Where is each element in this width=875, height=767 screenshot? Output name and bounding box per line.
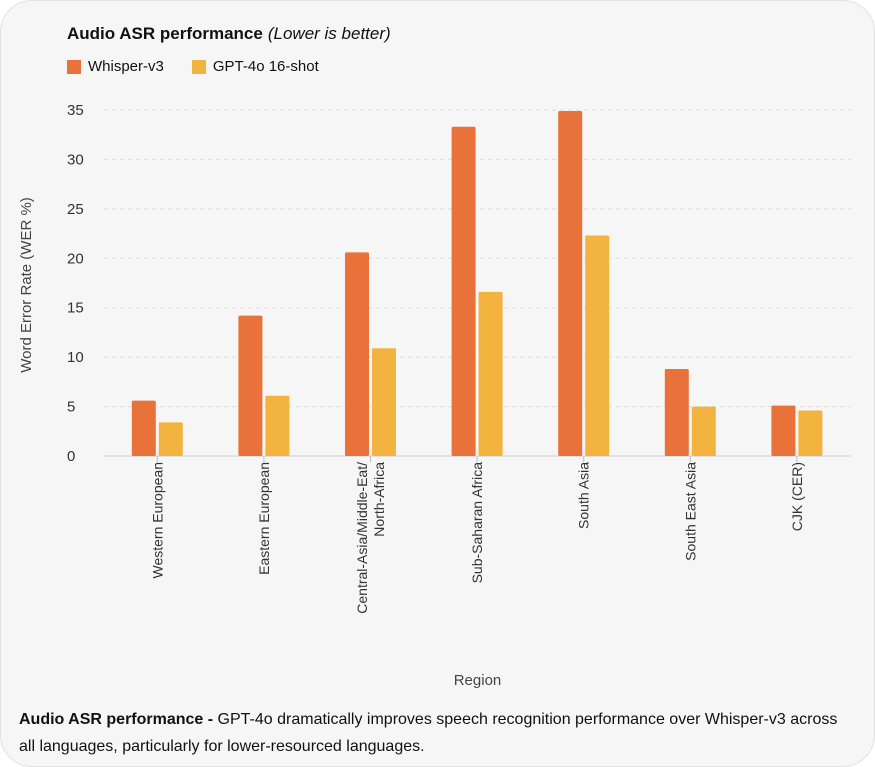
x-category-label: CJK (CER)	[789, 462, 805, 531]
y-tick-label: 30	[67, 151, 84, 168]
y-tick-label: 20	[67, 250, 84, 267]
y-axis-title: Word Error Rate (WER %)	[18, 197, 35, 373]
bar-whisper	[558, 110, 583, 456]
x-category-label: Eastern European	[256, 462, 272, 575]
bar-whisper	[664, 369, 689, 456]
legend-item-whisper: Whisper-v3	[67, 58, 164, 75]
y-tick-label: 25	[67, 201, 84, 218]
x-category-label: Sub-Saharan Africa	[469, 462, 485, 584]
bar-gpt4o	[585, 235, 610, 456]
chart-subtitle: (Lower is better)	[267, 24, 391, 43]
legend-swatch-whisper	[67, 59, 81, 74]
y-tick-label: 35	[67, 102, 84, 119]
bar-gpt4o	[798, 410, 823, 456]
chart-title: Audio ASR performance (Lower is better)	[67, 24, 391, 44]
legend-item-gpt4o: GPT-4o 16-shot	[191, 58, 319, 75]
x-category-label: North-Africa	[371, 462, 387, 537]
bar-gpt4o	[372, 348, 396, 456]
bar-whisper	[238, 315, 263, 456]
y-tick-label: 15	[67, 300, 84, 317]
y-tick-label: 0	[67, 448, 75, 465]
bar-whisper	[345, 252, 369, 456]
bar-gpt4o	[265, 395, 290, 456]
legend-swatch-gpt4o	[191, 59, 206, 74]
legend-label-whisper: Whisper-v3	[88, 58, 164, 75]
legend: Whisper-v3 GPT-4o 16-shot	[67, 58, 347, 75]
bar-gpt4o	[158, 422, 183, 456]
x-category-label: Central-Asia/Middle-Eat/	[354, 462, 370, 614]
caption-bold: Audio ASR performance -	[19, 711, 214, 728]
y-tick-label: 10	[67, 349, 84, 366]
x-axis-title: Region	[454, 672, 502, 689]
figure-caption: Audio ASR performance - GPT-4o dramatica…	[19, 706, 839, 760]
bar-whisper	[771, 405, 796, 456]
bar-gpt4o	[478, 291, 503, 456]
x-category-label: South East Asia	[682, 462, 698, 561]
caption-text: GPT-4o dramatically improves speech reco…	[19, 711, 838, 755]
x-category-label: Western European	[149, 462, 165, 578]
bar-chart: 0 5 10 15 20 25 30 35 Western European Eastern Eu…	[18, 102, 851, 689]
y-tick-label: 5	[67, 399, 75, 416]
bar-whisper	[451, 126, 476, 456]
bar-gpt4o	[691, 406, 716, 456]
chart-title-main: Audio ASR performance	[67, 24, 263, 43]
bar-whisper	[131, 400, 156, 456]
x-category-label: South Asia	[576, 462, 592, 529]
legend-label-gpt4o: GPT-4o 16-shot	[212, 58, 319, 75]
